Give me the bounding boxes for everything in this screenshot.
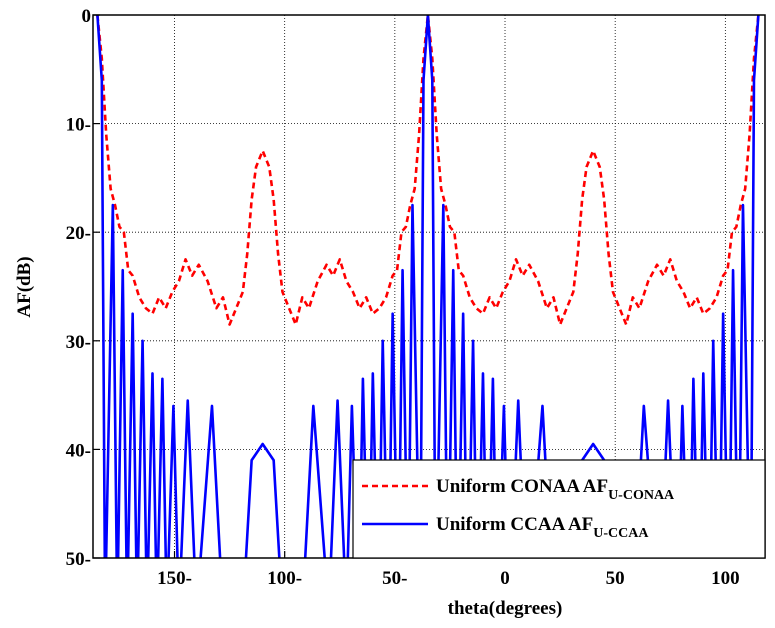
legend-box	[352, 459, 766, 559]
y-tick-label: 30-	[66, 332, 91, 353]
x-tick-label: 100-	[267, 568, 302, 589]
x-tick-label: 50-	[382, 568, 407, 589]
y-axis-label: AF(dB)	[14, 256, 35, 317]
y-tick-label: 50-	[66, 549, 91, 570]
x-tick-label: 50	[606, 568, 625, 589]
legend-name: Uniform CONAA AF	[436, 476, 608, 497]
legend-subscript: U-CONAA	[608, 488, 675, 503]
series-line	[96, 15, 760, 326]
y-tick-label: 20-	[66, 223, 91, 244]
x-tick-label: 150-	[157, 568, 192, 589]
x-tick-label: 100	[711, 568, 740, 589]
y-tick-label: 10-	[66, 115, 91, 136]
x-tick-label: 0	[500, 568, 510, 589]
ticks: 150- 100- 50- 0 50 100 0 10- 20- 30- 40- 50-	[66, 6, 740, 589]
y-tick-label: 0	[82, 6, 92, 27]
legend-subscript: U-CCAA	[593, 526, 649, 541]
legend-label: Uniform CONAA AFU-CONAA	[436, 476, 675, 503]
x-axis-label: theta(degrees)	[448, 598, 563, 619]
legend-name: Uniform CCAA AF	[436, 514, 593, 535]
legend-label: Uniform CCAA AFU-CCAA	[436, 514, 649, 541]
y-tick-label: 40-	[66, 440, 91, 461]
